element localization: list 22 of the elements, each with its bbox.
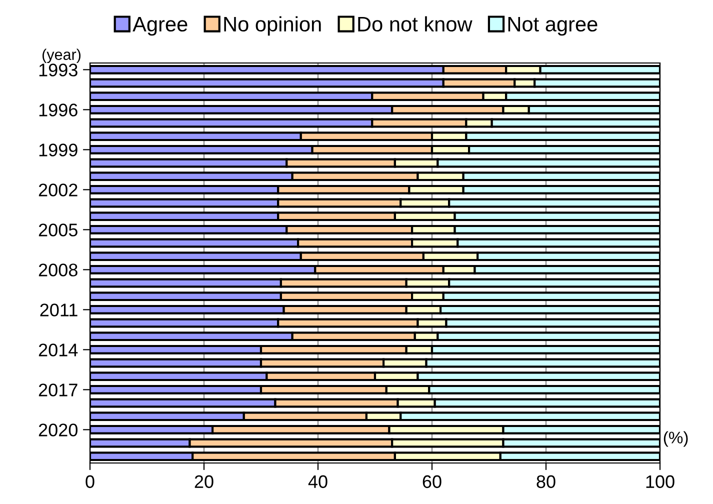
y-tick-label: 2020 — [38, 424, 78, 436]
x-tick-label: 0 — [86, 475, 94, 488]
y-axis-title: (year) — [42, 48, 81, 63]
y-tick-label: 2005 — [38, 224, 78, 236]
y-tick-label: 1999 — [39, 144, 78, 156]
x-tick-label: 20 — [194, 475, 214, 488]
x-tick-label: 100 — [646, 475, 674, 488]
y-tick-label: 2008 — [38, 264, 78, 276]
legend-label: Not agree — [508, 16, 598, 36]
y-tick-label: 2014 — [38, 344, 78, 356]
y-tick-label: 2011 — [40, 304, 78, 316]
legend-label: No opinion — [224, 16, 321, 36]
y-tick-label: 1993 — [39, 64, 78, 76]
legend-label: Do not know — [358, 16, 472, 32]
x-tick-label: 40 — [308, 475, 328, 488]
x-axis-title: (%) — [664, 431, 688, 447]
legend-label: Agree — [132, 16, 188, 36]
y-tick-label: 1996 — [39, 104, 78, 116]
x-tick-label: 80 — [536, 475, 556, 488]
y-tick-label: 2017 — [38, 384, 78, 396]
y-tick-label: 2002 — [38, 184, 78, 196]
x-tick-label: 60 — [422, 475, 442, 488]
